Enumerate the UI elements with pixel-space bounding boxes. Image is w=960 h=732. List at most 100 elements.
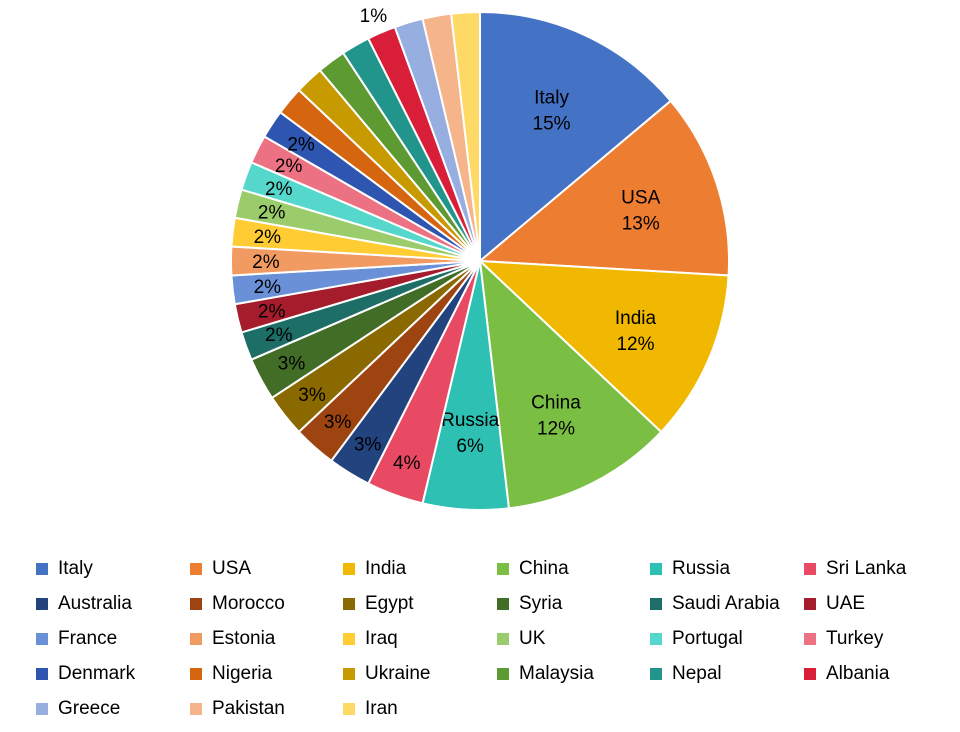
- slice-label-turkey: 2%: [275, 156, 303, 177]
- legend-swatch: [650, 598, 662, 610]
- legend-label: Denmark: [58, 663, 136, 684]
- legend-label: UK: [519, 628, 546, 649]
- legend-swatch: [804, 563, 816, 575]
- legend-label: Syria: [519, 593, 563, 614]
- slice-label-russia: Russia 6%: [441, 410, 500, 457]
- legend-item-pakistan: Pakistan: [190, 696, 285, 722]
- legend-swatch: [36, 563, 48, 575]
- legend-label: Sri Lanka: [826, 558, 907, 579]
- slice-label-sri-lanka: 4%: [393, 453, 421, 474]
- slice-label-india: India 12%: [615, 308, 657, 355]
- legend-swatch: [650, 563, 662, 575]
- legend-swatch: [190, 563, 202, 575]
- legend-label: Albania: [826, 663, 890, 684]
- legend-item-greece: Greece: [36, 696, 120, 722]
- legend-swatch: [343, 668, 355, 680]
- legend-swatch: [497, 633, 509, 645]
- legend-item-france: France: [36, 626, 117, 652]
- pie-slice-china: [478, 258, 663, 510]
- legend-label: China: [519, 558, 569, 579]
- legend-swatch: [804, 633, 816, 645]
- legend-swatch: [343, 598, 355, 610]
- legend-swatch: [190, 668, 202, 680]
- legend-swatch: [497, 563, 509, 575]
- pie-slice-iran: [449, 10, 481, 262]
- legend-item-portugal: Portugal: [650, 626, 743, 652]
- slice-label-usa: USA 13%: [621, 188, 660, 235]
- legend-item-saudi-arabia: Saudi Arabia: [650, 591, 780, 617]
- legend-item-nepal: Nepal: [650, 661, 722, 687]
- slice-label-syria: 3%: [278, 354, 306, 375]
- legend-label: Greece: [58, 698, 121, 719]
- legend-label: Ukraine: [365, 663, 431, 684]
- legend-item-usa: USA: [190, 556, 251, 582]
- legend-label: Nigeria: [212, 663, 273, 684]
- legend-item-estonia: Estonia: [190, 626, 275, 652]
- legend-item-uk: UK: [497, 626, 545, 652]
- slice-label-china: China 12%: [531, 392, 581, 439]
- slice-label-australia: 3%: [354, 434, 382, 455]
- slice-label-italy: Italy 15%: [533, 88, 571, 135]
- slice-label-pakistan: 1%: [360, 6, 388, 27]
- legend-item-uae: UAE: [804, 591, 865, 617]
- legend-swatch: [343, 703, 355, 715]
- slice-label-estonia: 2%: [252, 252, 280, 273]
- legend-item-russia: Russia: [650, 556, 730, 582]
- legend-swatch: [36, 633, 48, 645]
- legend-item-iraq: Iraq: [343, 626, 398, 652]
- legend-swatch: [650, 668, 662, 680]
- slice-label-france: 2%: [254, 277, 282, 298]
- pie-slice-usa: [477, 99, 730, 277]
- pie-slice-italy: [479, 10, 673, 264]
- legend-swatch: [650, 633, 662, 645]
- slice-label-portugal: 2%: [265, 179, 293, 200]
- legend-label: Saudi Arabia: [672, 593, 780, 614]
- slice-label-saudi-arabia: 2%: [265, 325, 293, 346]
- legend-item-sri-lanka: Sri Lanka: [804, 556, 906, 582]
- legend-swatch: [497, 668, 509, 680]
- legend-item-malaysia: Malaysia: [497, 661, 594, 687]
- legend-label: UAE: [826, 593, 866, 614]
- legend-label: USA: [212, 558, 252, 579]
- legend-swatch: [343, 633, 355, 645]
- legend-label: Portugal: [672, 628, 743, 649]
- legend-label: France: [58, 628, 118, 649]
- slice-label-uae: 2%: [258, 301, 286, 322]
- legend-label: Malaysia: [519, 663, 594, 684]
- legend-item-china: China: [497, 556, 569, 582]
- legend-item-turkey: Turkey: [804, 626, 883, 652]
- slice-label-morocco: 3%: [324, 412, 352, 433]
- legend-swatch: [36, 598, 48, 610]
- legend-swatch: [497, 598, 509, 610]
- legend-item-nigeria: Nigeria: [190, 661, 272, 687]
- legend-swatch: [190, 598, 202, 610]
- legend-item-syria: Syria: [497, 591, 562, 617]
- legend-label: Russia: [672, 558, 731, 579]
- legend-swatch: [804, 598, 816, 610]
- legend-swatch: [190, 703, 202, 715]
- legend-swatch: [36, 703, 48, 715]
- legend-label: Egypt: [365, 593, 414, 614]
- legend-label: Estonia: [212, 628, 276, 649]
- slice-label-egypt: 3%: [298, 385, 326, 406]
- legend-label: Italy: [58, 558, 93, 579]
- legend-item-egypt: Egypt: [343, 591, 414, 617]
- legend-label: Australia: [58, 593, 132, 614]
- legend-item-india: India: [343, 556, 406, 582]
- legend-item-denmark: Denmark: [36, 661, 135, 687]
- legend-label: Iraq: [365, 628, 398, 649]
- pie-slice-india: [477, 259, 730, 434]
- legend-item-ukraine: Ukraine: [343, 661, 430, 687]
- legend-item-morocco: Morocco: [190, 591, 285, 617]
- legend-label: Turkey: [826, 628, 884, 649]
- legend-label: Pakistan: [212, 698, 285, 719]
- slice-label-denmark: 2%: [287, 134, 315, 155]
- legend-item-iran: Iran: [343, 696, 398, 722]
- legend-item-italy: Italy: [36, 556, 93, 582]
- legend-swatch: [36, 668, 48, 680]
- legend-item-albania: Albania: [804, 661, 889, 687]
- legend-swatch: [804, 668, 816, 680]
- legend-label: India: [365, 558, 407, 579]
- legend-swatch: [190, 633, 202, 645]
- legend-item-australia: Australia: [36, 591, 132, 617]
